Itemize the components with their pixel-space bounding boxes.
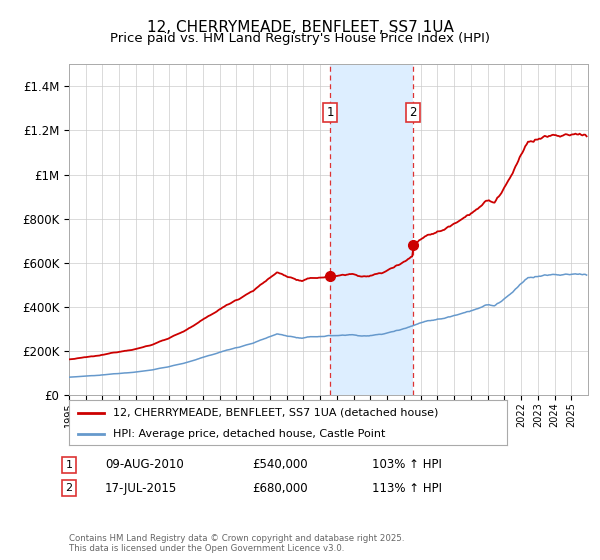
Text: 1: 1: [326, 106, 334, 119]
Text: 2: 2: [409, 106, 416, 119]
Text: 113% ↑ HPI: 113% ↑ HPI: [372, 482, 442, 495]
Text: 17-JUL-2015: 17-JUL-2015: [105, 482, 177, 495]
Bar: [330, 64, 413, 395]
Text: 09-AUG-2010: 09-AUG-2010: [105, 458, 184, 472]
Text: £540,000: £540,000: [252, 458, 308, 472]
Text: HPI: Average price, detached house, Castle Point: HPI: Average price, detached house, Cast…: [113, 428, 385, 438]
Text: 12, CHERRYMEADE, BENFLEET, SS7 1UA (detached house): 12, CHERRYMEADE, BENFLEET, SS7 1UA (deta…: [113, 408, 438, 418]
Text: Price paid vs. HM Land Registry's House Price Index (HPI): Price paid vs. HM Land Registry's House …: [110, 32, 490, 45]
Text: 1: 1: [65, 460, 73, 470]
Text: Contains HM Land Registry data © Crown copyright and database right 2025.
This d: Contains HM Land Registry data © Crown c…: [69, 534, 404, 553]
Text: 103% ↑ HPI: 103% ↑ HPI: [372, 458, 442, 472]
Text: £680,000: £680,000: [252, 482, 308, 495]
Text: 2: 2: [65, 483, 73, 493]
Text: 12, CHERRYMEADE, BENFLEET, SS7 1UA: 12, CHERRYMEADE, BENFLEET, SS7 1UA: [146, 20, 454, 35]
